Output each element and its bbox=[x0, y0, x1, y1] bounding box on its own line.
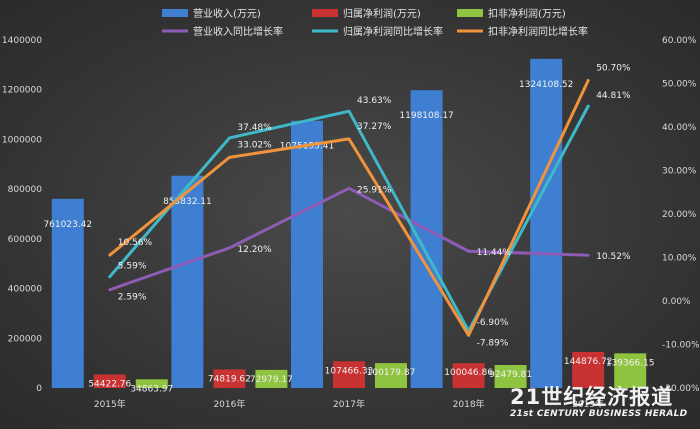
y-right-tick-label: 50.00% bbox=[662, 80, 697, 90]
bar-data-label: 74819.62 bbox=[208, 374, 251, 384]
line-data-label: 50.70% bbox=[596, 63, 631, 73]
line-data-label: 43.63% bbox=[357, 96, 392, 106]
line-data-label: 25.91% bbox=[357, 185, 392, 195]
line-data-label: 33.02% bbox=[237, 140, 272, 150]
watermark-subtitle: 21st CENTURY BUSINESS HERALD bbox=[510, 409, 688, 419]
line-data-label: 37.48% bbox=[237, 123, 272, 133]
bar bbox=[171, 175, 204, 388]
bar bbox=[135, 379, 168, 388]
y-right-tick-label: -10.00% bbox=[662, 341, 700, 351]
y-right-tick-label: 0.00% bbox=[662, 297, 691, 307]
bar-data-label: 100179.87 bbox=[367, 368, 416, 378]
y-right-tick-label: 60.00% bbox=[662, 36, 697, 46]
series-line bbox=[108, 104, 590, 333]
bar-data-label: 853832.11 bbox=[163, 197, 212, 207]
bar bbox=[333, 361, 365, 388]
watermark-title: 21世纪经济报道 bbox=[510, 385, 674, 409]
legend-swatch bbox=[162, 9, 188, 17]
bar-data-label: 1198108.17 bbox=[399, 111, 453, 121]
y-right-tick-label: 20.00% bbox=[662, 210, 697, 220]
bar-data-label: 34863.97 bbox=[130, 384, 173, 394]
legend-label: 归属净利润(万元) bbox=[343, 7, 421, 20]
line-data-label: 12.20% bbox=[237, 245, 272, 255]
y-left-tick-label: 1000000 bbox=[2, 135, 42, 145]
legend-swatch bbox=[312, 9, 338, 17]
bar bbox=[255, 369, 288, 388]
y-left-tick-label: 1400000 bbox=[2, 36, 42, 46]
bar-data-label: 92479.81 bbox=[489, 370, 532, 380]
bar bbox=[375, 363, 407, 388]
x-tick-label: 2019年 bbox=[572, 398, 604, 410]
y-right-tick-label: -20.00% bbox=[662, 384, 700, 394]
y-left-tick-label: 600000 bbox=[8, 235, 43, 245]
bar-data-label: 72979.17 bbox=[250, 375, 293, 385]
bar bbox=[494, 365, 527, 388]
line-data-label: 11.44% bbox=[477, 248, 512, 258]
bar bbox=[213, 369, 246, 388]
bar bbox=[51, 198, 84, 388]
line-data-label: 37.27% bbox=[357, 122, 392, 132]
bar bbox=[452, 363, 485, 388]
line-data-label: -7.89% bbox=[477, 338, 509, 348]
watermark-logo: 21世纪经济报道 21st CENTURY BUSINESS HERALD bbox=[510, 381, 687, 419]
x-tick-label: 2017年 bbox=[333, 398, 365, 410]
legend-label: 营业收入同比增长率 bbox=[193, 25, 283, 38]
y-right-tick-label: 30.00% bbox=[662, 167, 697, 177]
bar-data-label: 1324108.52 bbox=[519, 80, 573, 90]
x-tick-label: 2018年 bbox=[453, 398, 485, 410]
y-left-tick-label: 200000 bbox=[8, 334, 43, 344]
line-data-label: -6.90% bbox=[477, 318, 509, 328]
legend-swatch bbox=[457, 9, 483, 17]
legend-label: 扣非净利润(万元) bbox=[488, 7, 566, 20]
line-data-label: 5.59% bbox=[118, 262, 147, 272]
bar bbox=[572, 351, 605, 388]
bar-data-label: 54422.76 bbox=[88, 379, 131, 389]
y-left-tick-label: 400000 bbox=[8, 285, 43, 295]
bar-data-label: 139366.15 bbox=[606, 358, 655, 368]
legend-label: 扣非净利润同比增长率 bbox=[488, 25, 588, 38]
line-data-label: 44.81% bbox=[596, 91, 631, 101]
bar bbox=[410, 90, 443, 388]
y-left-tick-label: 1200000 bbox=[2, 86, 42, 96]
y-right-tick-label: 10.00% bbox=[662, 254, 697, 264]
x-tick-label: 2016年 bbox=[213, 398, 245, 410]
y-right-tick-label: 40.00% bbox=[662, 123, 697, 133]
bar bbox=[530, 58, 563, 389]
series-line bbox=[108, 78, 590, 337]
line-data-label: 10.56% bbox=[118, 238, 153, 248]
bar bbox=[93, 374, 126, 388]
bar bbox=[291, 120, 323, 389]
bar bbox=[614, 353, 647, 388]
bar-data-label: 100046.86 bbox=[444, 368, 493, 378]
y-left-tick-label: 0 bbox=[36, 384, 42, 394]
y-left-tick-label: 800000 bbox=[8, 185, 43, 195]
x-tick-label: 2015年 bbox=[94, 398, 126, 410]
line-data-label: 10.52% bbox=[596, 252, 631, 262]
line-data-label: 2.59% bbox=[118, 293, 147, 303]
bar-data-label: 107466.33 bbox=[325, 366, 374, 376]
bar-data-label: 144876.72 bbox=[564, 357, 613, 367]
legend-label: 归属净利润同比增长率 bbox=[343, 25, 443, 38]
legend-label: 营业收入(万元) bbox=[193, 7, 261, 20]
bar-data-label: 761023.42 bbox=[43, 220, 92, 230]
